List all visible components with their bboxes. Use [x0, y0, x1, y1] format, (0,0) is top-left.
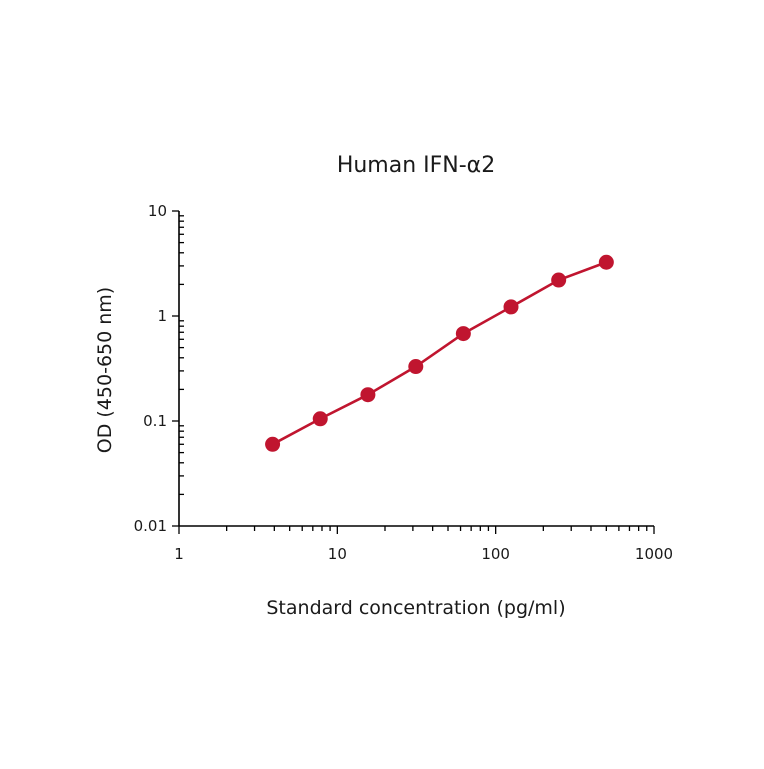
data-point: [312, 411, 328, 427]
y-tick-label: 0.01: [134, 517, 167, 535]
y-tick-label: 10: [148, 202, 167, 220]
data-point: [408, 359, 424, 375]
y-axis-label: OD (450-650 nm): [94, 287, 116, 453]
x-axis-label: Standard concentration (pg/ml): [266, 597, 565, 619]
x-tick-label: 1000: [635, 545, 673, 563]
chart-title: Human IFN-α2: [337, 153, 495, 178]
data-point: [360, 387, 376, 403]
x-tick-label: 1: [174, 545, 184, 563]
data-point: [503, 299, 519, 315]
data-point: [455, 326, 471, 342]
axes: 1 10 100 1000 0.01 0.1 1 10: [134, 202, 674, 563]
series-line: [271, 261, 607, 446]
data-point: [265, 436, 281, 452]
y-tick-label: 1: [157, 307, 167, 325]
series-layer: [265, 254, 614, 452]
data-point: [551, 272, 567, 288]
y-tick-label: 0.1: [143, 412, 167, 430]
data-point: [598, 254, 614, 270]
x-tick-label: 100: [481, 545, 510, 563]
x-tick-label: 10: [328, 545, 347, 563]
